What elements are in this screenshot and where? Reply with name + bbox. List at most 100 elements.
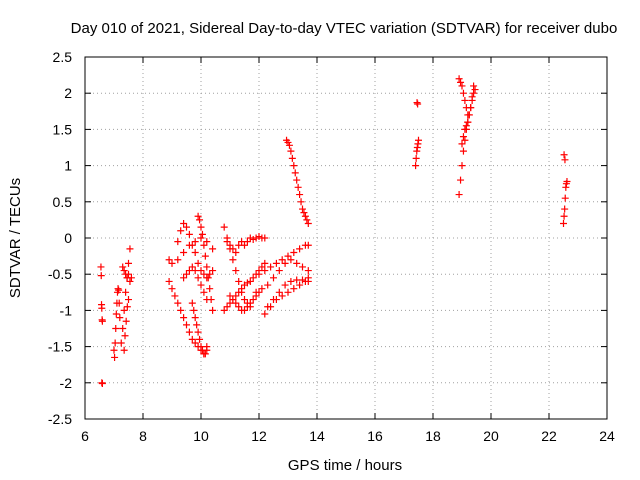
data-point — [121, 332, 129, 340]
data-point — [209, 306, 217, 314]
data-point — [299, 263, 306, 271]
y-tick-label: 2.5 — [53, 49, 73, 65]
data-point — [125, 259, 132, 267]
data-point — [296, 191, 304, 199]
data-point — [261, 234, 269, 242]
data-point — [458, 162, 466, 170]
x-tick-label: 6 — [81, 428, 89, 444]
data-point — [198, 346, 206, 354]
data-point — [171, 292, 179, 300]
data-point — [285, 141, 293, 149]
data-point — [297, 198, 305, 206]
data-point — [203, 238, 211, 246]
data-point — [258, 285, 266, 293]
data-point — [241, 306, 248, 314]
data-point — [293, 259, 301, 267]
data-point — [223, 303, 231, 311]
y-tick-label: 1.5 — [53, 121, 73, 137]
y-axis-ticks: -2.5 -2 -1.5 -1 -0.5 0 0.5 1 1.5 2 2.5 — [48, 49, 607, 427]
y-tick-label: -2.5 — [48, 411, 72, 427]
data-point — [235, 277, 243, 285]
data-point — [299, 276, 306, 284]
data-point — [264, 281, 272, 289]
data-point — [201, 252, 209, 260]
data-point — [471, 86, 479, 94]
data-point — [111, 353, 119, 361]
data-point — [561, 156, 569, 164]
gridlines — [85, 57, 607, 419]
data-point — [238, 288, 246, 296]
data-point — [207, 296, 215, 304]
y-tick-label: -0.5 — [48, 266, 72, 282]
data-point — [122, 288, 130, 296]
data-point — [241, 296, 248, 304]
x-tick-label: 20 — [483, 428, 499, 444]
data-point — [261, 310, 269, 318]
data-point — [190, 306, 198, 314]
data-point — [288, 154, 296, 162]
data-point — [196, 335, 204, 343]
data-point — [561, 205, 569, 213]
data-point — [291, 169, 299, 177]
data-point — [232, 299, 240, 307]
x-tick-label: 22 — [541, 428, 557, 444]
data-point — [246, 277, 254, 285]
data-point — [226, 292, 234, 300]
data-point — [294, 183, 302, 191]
data-point — [98, 380, 106, 388]
data-point — [194, 259, 202, 267]
x-axis-ticks: 6 8 10 12 14 16 18 20 22 24 — [81, 57, 615, 444]
data-point — [206, 270, 214, 278]
data-point — [275, 267, 283, 275]
y-tick-label: -2 — [60, 375, 73, 391]
data-point — [198, 230, 206, 238]
data-point — [188, 263, 196, 271]
data-point — [188, 241, 196, 249]
data-point — [470, 89, 478, 97]
data-point — [296, 245, 304, 253]
data-point — [304, 277, 312, 285]
data-point — [457, 176, 465, 184]
data-point — [209, 245, 217, 253]
data-point — [191, 314, 199, 322]
data-point — [119, 263, 127, 271]
data-point — [470, 82, 478, 90]
data-point — [293, 176, 301, 184]
data-point — [188, 299, 196, 307]
y-tick-label: 0 — [64, 230, 72, 246]
data-point — [174, 299, 182, 307]
data-point — [229, 296, 237, 304]
data-point — [177, 227, 185, 235]
data-point — [98, 317, 106, 325]
data-point — [119, 325, 127, 332]
data-point — [415, 136, 422, 144]
x-tick-label: 24 — [599, 428, 615, 444]
x-tick-label: 16 — [367, 428, 383, 444]
data-point — [125, 270, 132, 278]
data-point — [278, 292, 286, 300]
data-point — [252, 288, 260, 296]
data-point — [287, 256, 295, 264]
data-point — [203, 263, 211, 271]
data-point — [243, 238, 251, 246]
y-tick-label: -1 — [60, 302, 73, 318]
data-point — [258, 263, 266, 271]
data-point — [168, 285, 176, 293]
data-point — [191, 248, 199, 256]
data-point — [206, 285, 214, 293]
data-point — [275, 288, 283, 296]
data-point — [255, 270, 263, 278]
data-point — [120, 346, 128, 354]
data-point — [560, 220, 567, 228]
data-point — [112, 310, 120, 318]
data-point — [458, 140, 466, 148]
data-point — [97, 272, 105, 280]
data-point — [191, 267, 199, 275]
data-point — [191, 339, 199, 347]
y-axis-label: SDTVAR / TECUs — [7, 178, 24, 298]
data-point — [468, 93, 476, 101]
data-point — [126, 277, 134, 285]
data-point — [249, 296, 257, 304]
data-point — [117, 339, 125, 347]
data-point — [200, 288, 208, 296]
